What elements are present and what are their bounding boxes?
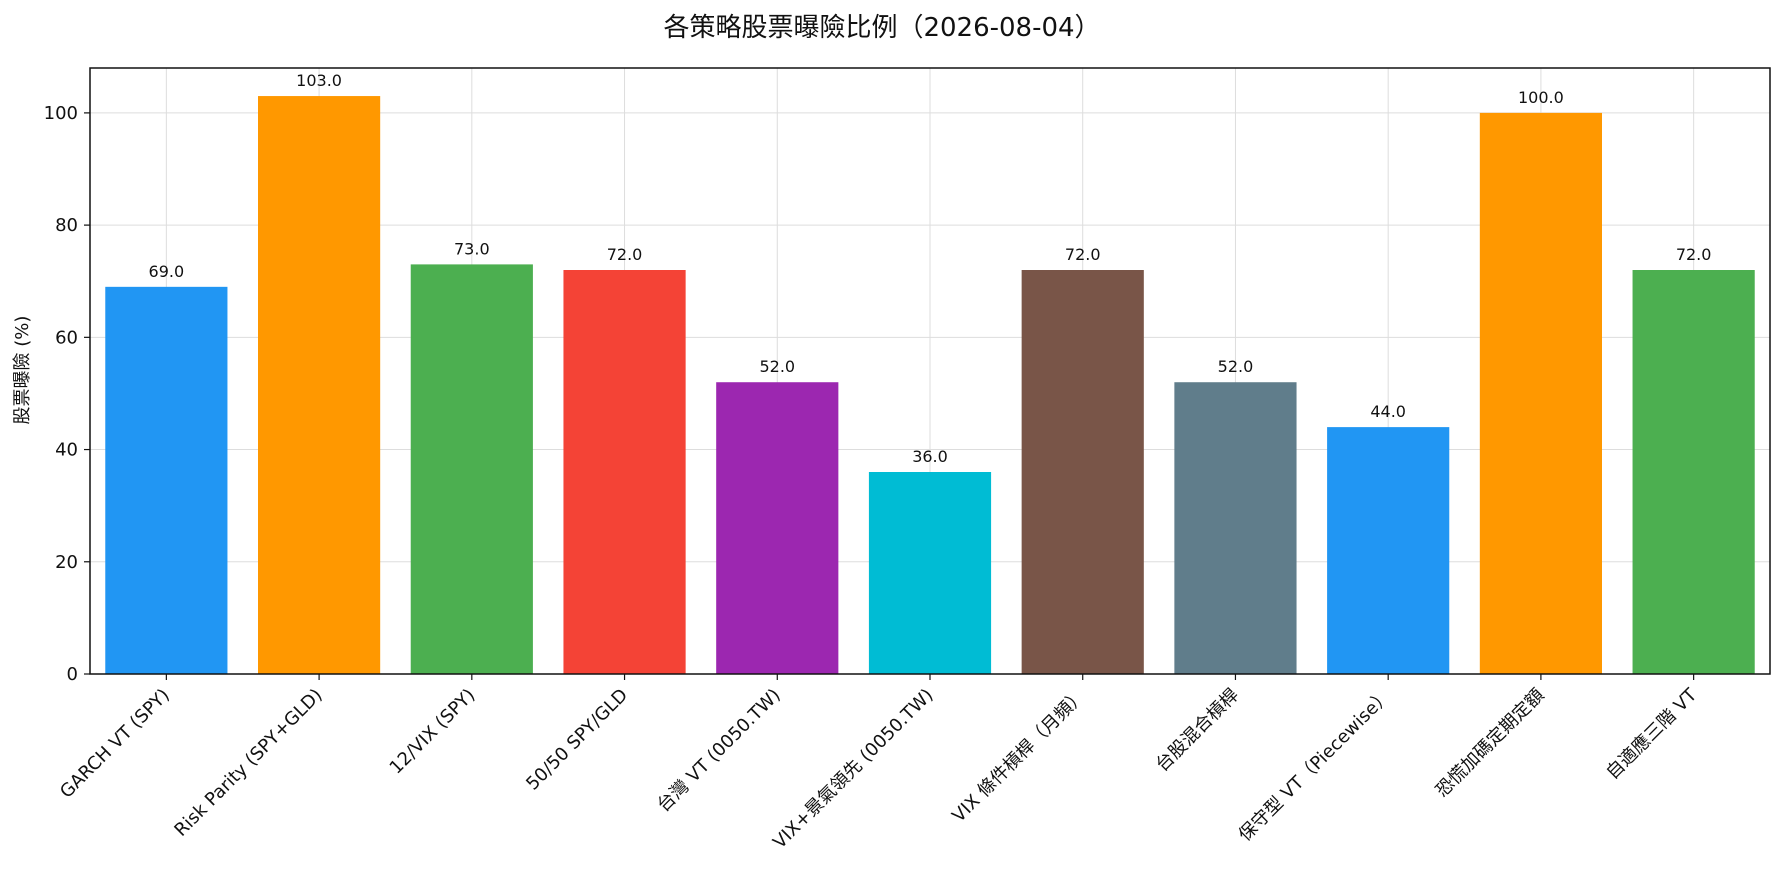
data-label: 36.0 xyxy=(912,447,948,466)
bar xyxy=(868,472,992,674)
bar xyxy=(1479,112,1602,674)
data-label: 52.0 xyxy=(759,357,795,376)
data-label: 44.0 xyxy=(1370,402,1406,421)
data-label: 103.0 xyxy=(296,71,342,90)
x-tick-label: GARCH VT (SPY) xyxy=(56,685,174,803)
x-tick-label: 12/VIX (SPY) xyxy=(386,685,480,779)
chart-title: 各策略股票曝險比例（2026-08-04） xyxy=(663,13,1100,43)
bar xyxy=(1327,427,1450,674)
x-tick-label: VIX+景氣領先 (0050.TW) xyxy=(769,685,937,853)
y-tick-label: 40 xyxy=(55,440,78,461)
data-label: 73.0 xyxy=(454,239,490,258)
x-tick-label: 自適應三階 VT xyxy=(1601,683,1701,783)
x-axis: GARCH VT (SPY)Risk Parity (SPY+GLD) 12/VI… xyxy=(56,674,1702,853)
bar xyxy=(410,264,533,674)
data-label: 72.0 xyxy=(607,245,643,264)
data-label: 52.0 xyxy=(1218,357,1254,376)
x-tick-label: Risk Parity (SPY+GLD) xyxy=(170,685,326,841)
bar xyxy=(258,96,381,675)
y-tick-label: 60 xyxy=(55,327,78,348)
x-tick-label: 恐慌加碼定期定額 xyxy=(1432,685,1549,802)
x-tick-label: 50/50 SPY/GLD xyxy=(522,685,632,795)
bar xyxy=(1632,270,1755,674)
data-label: 100.0 xyxy=(1518,88,1564,107)
x-tick-label: 台灣 VT (0050.TW) xyxy=(653,685,785,817)
y-tick-label: 80 xyxy=(55,215,78,236)
bar xyxy=(105,286,228,674)
plot-frame xyxy=(89,67,1771,675)
bar xyxy=(716,382,839,674)
y-tick-label: 0 xyxy=(67,664,78,685)
y-tick-label: 20 xyxy=(55,552,78,573)
x-tick-label: 保守型 VT（Piecewise） xyxy=(1235,685,1396,846)
bar xyxy=(1021,270,1144,674)
data-labels: 69.0 103.0 73.0 72.0 52.0 36.0 72.0 52.0 44.0 100… xyxy=(149,71,1712,466)
x-tick-label: 台股混合槓桿 xyxy=(1152,685,1243,776)
bar xyxy=(1174,382,1297,674)
y-axis-label: 股票曝險 (%) xyxy=(12,316,33,425)
data-label: 72.0 xyxy=(1065,245,1101,264)
y-axis: 0 20 40 60 80 100 xyxy=(44,103,90,685)
data-label: 72.0 xyxy=(1676,245,1712,264)
bars xyxy=(105,96,1755,675)
bar xyxy=(563,270,686,674)
data-label: 69.0 xyxy=(149,262,185,281)
x-tick-label: VIX 條件槓桿（月頻） xyxy=(948,685,1090,827)
y-tick-label: 100 xyxy=(44,103,78,124)
